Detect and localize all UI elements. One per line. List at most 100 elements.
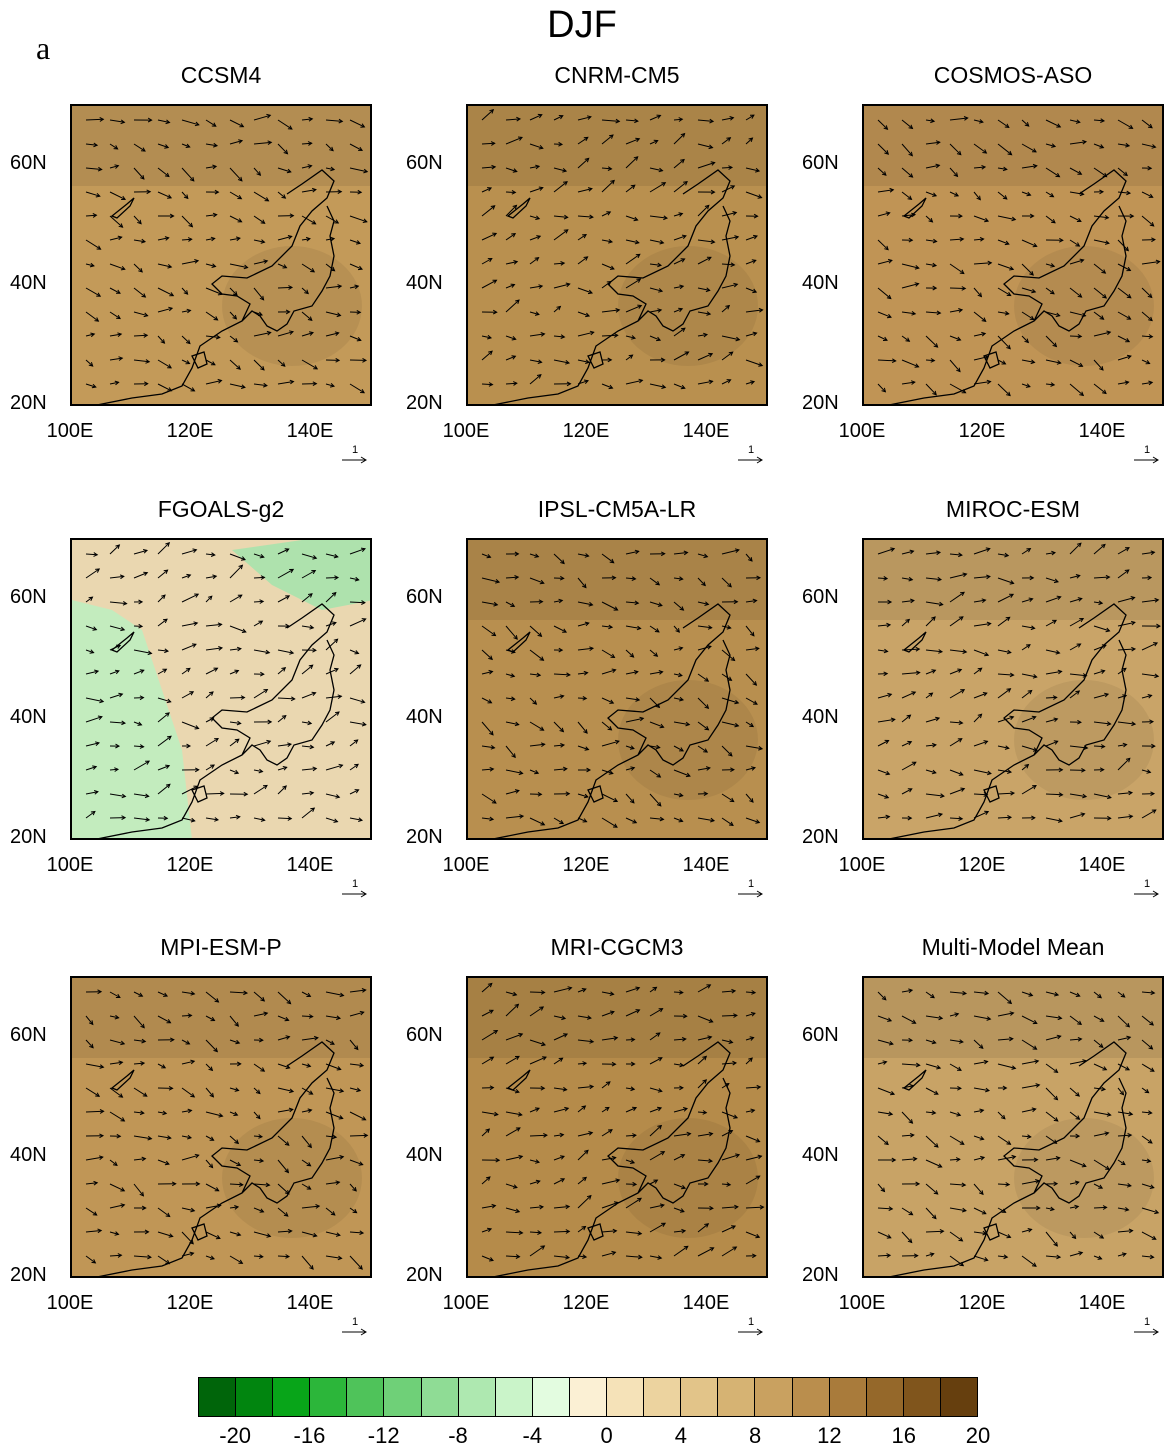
lat-tick-label: 20N [802,392,839,414]
map-field [70,104,372,406]
colorbar-segment [532,1378,570,1416]
colorbar-tick-label: -12 [367,1423,400,1448]
panel-letter: a [36,30,51,66]
lat-tick-label: 20N [10,392,47,414]
map-panel: MPI-ESM-P 60N 40N 20N 100E 120E 140E 1 [0,934,440,1406]
map-panel: IPSL-CM5A-LR 60N 40N 20N 100E 120E 140E 1 [396,496,836,968]
lat-tick-label: 60N [802,586,839,608]
lon-tick-label: 140E [286,420,334,442]
lon-tick-label: 120E [166,420,214,442]
panel-title: MRI-CGCM3 [550,934,684,960]
lon-tick-label: 140E [682,1292,730,1314]
lat-tick-label: 40N [10,706,47,728]
reference-vector-label: 1 [352,1316,359,1328]
lon-tick-label: 140E [1078,854,1126,876]
colorbar-tick-label: 12 [817,1423,842,1448]
colorbar-segment [495,1378,533,1416]
colorbar-tick-label: 20 [965,1423,991,1448]
colorbar-tick-label: -4 [522,1423,543,1448]
colorbar-segment [903,1378,941,1416]
lat-tick-label: 40N [406,706,443,728]
reference-vector: 1 [340,878,374,908]
colorbar-segment [310,1378,348,1416]
map-panel: FGOALS-g2 60N 40N 20N 100E 120E 140E 1 [0,496,440,968]
lon-tick-label: 120E [958,854,1006,876]
reference-vector-label: 1 [352,878,359,890]
map-panel: COSMOS-ASO 60N 40N 20N 100E 120E 140E 1 [792,62,1164,534]
lat-tick-label: 20N [406,1264,443,1286]
lat-tick-label: 60N [10,1024,47,1046]
reference-vector: 1 [1132,1316,1164,1346]
panel-title: Multi-Model Mean [921,934,1105,960]
reference-vector-label: 1 [748,444,755,456]
lon-tick-label: 100E [838,420,886,442]
colorbar-tick-label: 0 [600,1423,613,1448]
map-field [70,538,372,840]
reference-vector-label: 1 [748,1316,755,1328]
colorbar-segment [421,1378,459,1416]
colorbar-tick-label: 16 [891,1423,916,1448]
lon-tick-label: 100E [442,1292,490,1314]
lat-tick-label: 20N [802,1264,839,1286]
lat-tick-label: 60N [802,152,839,174]
map-field [862,976,1164,1278]
figure-title: DJF [547,4,617,46]
colorbar-segment [792,1378,830,1416]
reference-vector-label: 1 [1144,444,1151,456]
map-panel: MIROC-ESM 60N 40N 20N 100E 120E 140E 1 [792,496,1164,968]
reference-vector: 1 [340,444,374,474]
lat-tick-label: 40N [10,272,47,294]
lon-tick-label: 100E [838,1292,886,1314]
colorbar-tick-label: -20 [219,1423,252,1448]
colorbar-segment [347,1378,385,1416]
lon-tick-label: 120E [562,854,610,876]
reference-vector-label: 1 [1144,1316,1151,1328]
lat-tick-label: 60N [406,586,443,608]
lon-tick-label: 120E [166,854,214,876]
map-panel: CCSM4 60N 40N 20N 100E 120E 140E 1 [0,62,440,534]
map-field [862,538,1164,840]
colorbar-segment [569,1378,608,1416]
colorbar-segment [718,1378,756,1416]
reference-vector: 1 [736,878,770,908]
colorbar-segment [644,1378,682,1416]
colorbar-segment [199,1378,237,1416]
map-field [70,976,372,1278]
reference-vector-label: 1 [1144,878,1151,890]
map-field [466,538,768,840]
colorbar-segment [458,1378,496,1416]
panel-title: MPI-ESM-P [160,934,282,960]
map-panel: MRI-CGCM3 60N 40N 20N 100E 120E 140E 1 [396,934,836,1406]
lon-tick-label: 140E [286,854,334,876]
reference-vector: 1 [340,1316,374,1346]
lat-tick-label: 40N [802,1144,839,1166]
lon-tick-label: 100E [46,1292,94,1314]
lon-tick-label: 120E [958,1292,1006,1314]
lon-tick-label: 100E [46,420,94,442]
panel-title: IPSL-CM5A-LR [537,496,697,522]
reference-vector-label: 1 [748,878,755,890]
colorbar-tick-label: 8 [749,1423,762,1448]
lat-tick-label: 20N [10,826,47,848]
lon-tick-label: 120E [166,1292,214,1314]
lat-tick-label: 40N [802,706,839,728]
reference-vector: 1 [736,1316,770,1346]
map-panel: CNRM-CM5 60N 40N 20N 100E 120E 140E 1 [396,62,836,534]
lon-tick-label: 140E [1078,420,1126,442]
lon-tick-label: 140E [1078,1292,1126,1314]
map-field [466,104,768,406]
lon-tick-label: 100E [442,854,490,876]
colorbar-segment [940,1378,977,1416]
lat-tick-label: 20N [802,826,839,848]
reference-vector: 1 [1132,444,1164,474]
lat-tick-label: 20N [10,1264,47,1286]
reference-vector: 1 [1132,878,1164,908]
lat-tick-label: 40N [406,272,443,294]
reference-vector: 1 [736,444,770,474]
lat-tick-label: 60N [406,152,443,174]
lat-tick-label: 60N [10,152,47,174]
colorbar-segment [236,1378,274,1416]
map-panel: Multi-Model Mean 60N 40N 20N 100E 120E 140E 1 [792,934,1164,1406]
lat-tick-label: 20N [406,392,443,414]
colorbar-segment [829,1378,867,1416]
